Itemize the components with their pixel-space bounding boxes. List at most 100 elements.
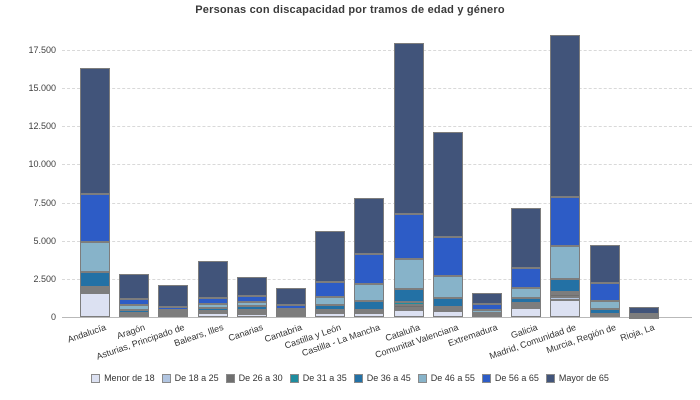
legend-label: De 56 a 65 — [494, 373, 539, 383]
bar-segment — [550, 35, 581, 197]
bar-segment — [276, 309, 306, 312]
legend-item: De 26 a 30 — [225, 373, 283, 383]
bar-segment — [119, 312, 150, 315]
bar-segment — [158, 309, 189, 312]
bar-segment — [511, 207, 542, 269]
bar-segment — [472, 313, 502, 316]
gridline-17.500 — [62, 50, 692, 51]
bar-segment — [393, 301, 424, 305]
bar-segment — [511, 306, 542, 309]
bar-segment — [315, 281, 346, 298]
legend-swatch-icon — [481, 373, 491, 383]
bar-segment — [80, 291, 110, 294]
bar-segment — [354, 284, 385, 301]
bar-segment — [119, 310, 150, 313]
bar-segment — [432, 237, 463, 277]
y-tick-label: 0 — [50, 312, 56, 322]
bar-segment — [472, 293, 502, 305]
legend-item: Mayor de 65 — [545, 373, 609, 383]
x-category-label: Andalucía — [66, 322, 108, 345]
bar-segment — [432, 131, 463, 238]
bar-segment — [589, 245, 620, 284]
bar-segment — [197, 308, 228, 311]
bar-segment — [393, 259, 424, 289]
bar-segment — [158, 284, 189, 307]
bar-segment — [236, 277, 267, 296]
legend-item: De 36 a 45 — [353, 373, 411, 383]
y-tick-label: 2.500 — [33, 273, 56, 284]
x-category-label: Canarias — [226, 322, 265, 344]
bar-segment — [158, 307, 189, 310]
chart-title: Personas con discapacidad por tramos de … — [195, 4, 505, 16]
bar-segment — [119, 273, 150, 300]
gridline-15.000 — [62, 88, 692, 90]
legend-swatch-icon — [545, 373, 555, 383]
bar-segment — [628, 306, 659, 314]
bar-segment — [236, 310, 267, 313]
legend-item: Menor de 18 — [91, 373, 155, 383]
y-tick-label: 7.500 — [33, 197, 56, 208]
legend-swatch-icon — [417, 373, 427, 383]
bar-segment — [236, 302, 267, 307]
legend-swatch-icon — [225, 373, 235, 383]
bar-segment — [80, 287, 110, 290]
bar-segment — [550, 294, 581, 298]
bar-segment — [80, 271, 110, 288]
bar-segment — [197, 310, 228, 313]
bar-segment — [119, 299, 150, 306]
bar-segment — [158, 311, 189, 314]
bar-segment — [315, 230, 346, 282]
legend-item: De 46 a 55 — [417, 373, 475, 383]
bar-segment — [315, 297, 346, 305]
bar-segment — [354, 309, 385, 312]
bar-segment — [158, 313, 189, 316]
bar-segment — [589, 313, 620, 316]
bar-segment — [589, 283, 620, 301]
bar-segment — [276, 311, 306, 314]
bar-segment — [80, 293, 110, 317]
bar-segment — [197, 297, 228, 304]
x-category-label: Rioja, La — [619, 322, 657, 344]
legend-swatch-icon — [289, 373, 299, 383]
bar-segment — [393, 43, 424, 214]
legend-item: De 31 a 35 — [289, 373, 347, 383]
bar-segment — [197, 303, 228, 309]
bar-segment — [432, 311, 463, 317]
legend-swatch-icon — [161, 373, 171, 383]
legend-item: De 18 a 25 — [161, 373, 219, 383]
legend-label: De 46 a 55 — [430, 373, 475, 383]
gridline-10.000 — [62, 164, 692, 166]
gridline-0 — [62, 317, 692, 318]
y-tick-label: 15.000 — [28, 83, 56, 94]
bar-segment — [511, 268, 542, 289]
bar-segment — [354, 254, 385, 285]
legend-swatch-icon — [91, 373, 101, 383]
bar-segment — [354, 300, 385, 310]
y-tick-label: 17.500 — [28, 45, 56, 55]
bar-segment — [432, 306, 463, 309]
bar-segment — [472, 304, 502, 310]
legend-label: De 31 a 35 — [302, 373, 347, 383]
bar-segment — [276, 305, 306, 310]
y-tick-label: 12.500 — [28, 121, 56, 132]
bar-segment — [628, 313, 659, 316]
bar-segment — [511, 308, 542, 317]
legend-label: De 18 a 25 — [174, 373, 219, 383]
bar-segment — [315, 304, 346, 310]
bar-segment — [432, 308, 463, 311]
bar-segment — [393, 289, 424, 302]
bar-segment — [393, 305, 424, 308]
bar-segment — [119, 305, 150, 311]
bar-segment — [276, 288, 306, 306]
bar-segment — [80, 194, 110, 243]
legend-label: Mayor de 65 — [558, 373, 609, 383]
bar-segment — [432, 276, 463, 299]
bar-segment — [511, 288, 542, 299]
bar-segment — [550, 300, 581, 317]
y-tick-label: 5.000 — [33, 235, 56, 246]
bar-segment — [276, 313, 306, 316]
bar-segment — [550, 245, 581, 279]
bar-segment — [550, 297, 581, 301]
bar-segment — [80, 242, 110, 272]
